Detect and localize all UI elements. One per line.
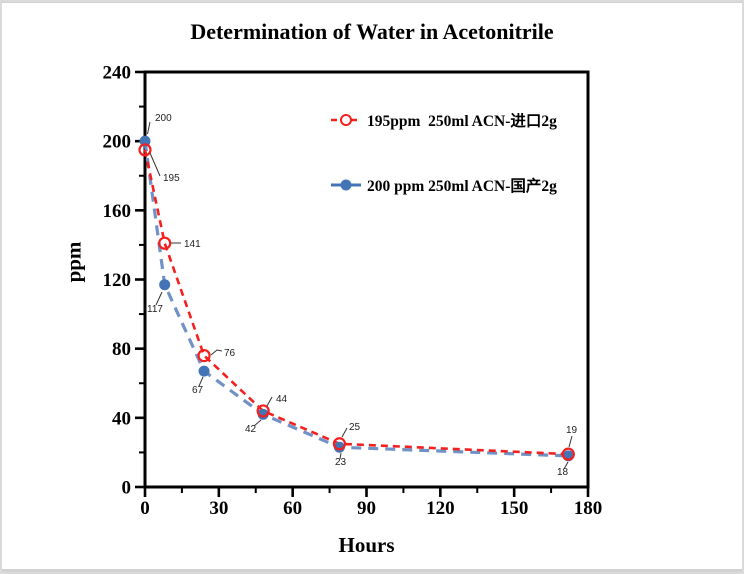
x-axis-tick-label: 0	[140, 498, 150, 519]
point-label-leader-line	[147, 121, 151, 135]
series-line-1	[143, 140, 569, 458]
legend-item-domestic: 200 ppm 250ml ACN-国产2g	[330, 174, 557, 196]
point-label-leader-line	[253, 419, 262, 427]
point-value-label: 44	[276, 394, 288, 405]
point-label-leader-line	[568, 435, 573, 448]
point-label-leader-line	[198, 376, 204, 387]
legend-item-imported: 195ppm 250ml ACN-进口2g	[330, 109, 557, 131]
data-point-marker-series-1	[333, 441, 345, 453]
data-point-marker-series-1	[257, 408, 269, 420]
point-value-label: 42	[245, 424, 257, 435]
plot-frame	[143, 70, 590, 489]
y-axis-title: ppm	[61, 241, 86, 283]
y-axis-tick-label: 160	[103, 201, 132, 222]
y-axis-tick-label: 40	[112, 408, 131, 429]
point-label-leader-line	[341, 427, 348, 438]
y-axis-tick-label: 200	[103, 132, 132, 153]
point-label-leader-line	[563, 461, 569, 470]
point-label-leader-line	[149, 152, 161, 177]
x-axis-title: Hours	[338, 533, 395, 557]
point-value-label: 67	[192, 385, 204, 396]
point-value-label: 19	[566, 425, 578, 436]
x-axis-tick-label: 60	[283, 498, 302, 519]
x-axis-tick-label: 120	[426, 498, 455, 519]
point-label-leader-line	[155, 291, 163, 306]
x-axis-tick-label: 180	[574, 498, 603, 519]
point-value-label: 18	[557, 467, 569, 478]
point-value-label: 25	[349, 422, 361, 433]
legend-marker-filled-circle-icon	[331, 179, 361, 191]
point-label-leader-line	[266, 396, 273, 407]
chart-title: Determination of Water in Acetonitrile	[190, 19, 554, 44]
data-point-marker-series-0	[561, 447, 575, 461]
data-point-marker-series-0	[158, 236, 172, 250]
data-point-marker-series-1	[159, 279, 171, 291]
y-axis-tick-label: 240	[103, 63, 132, 84]
data-point-marker-series-0	[256, 404, 270, 418]
data-point-marker-series-1	[198, 365, 210, 377]
x-axis-tick-label: 150	[500, 498, 529, 519]
x-axis-tick-label: 90	[357, 498, 376, 519]
point-value-label: 141	[184, 239, 201, 250]
y-axis-tick-label: 120	[103, 270, 132, 291]
point-value-label: 195	[163, 173, 180, 184]
legend-label-domestic: 200 ppm 250ml ACN-国产2g	[367, 178, 557, 195]
data-point-marker-series-0	[197, 348, 211, 363]
point-value-label: 23	[335, 457, 347, 468]
series-line-0	[143, 149, 569, 456]
point-value-label: 117	[147, 304, 163, 315]
point-value-label: 76	[224, 348, 236, 359]
legend-label-imported: 195ppm 250ml ACN-进口2g	[367, 113, 557, 130]
y-axis-tick-label: 80	[112, 339, 131, 360]
point-label-leader-line	[339, 452, 342, 460]
y-axis-tick-label: 0	[122, 478, 132, 499]
point-label-leader-line	[210, 349, 223, 356]
point-value-label: 200	[155, 113, 172, 124]
x-axis-tick-label: 30	[209, 498, 228, 519]
legend-marker-open-circle-icon	[331, 114, 361, 126]
data-point-marker-series-0	[332, 437, 347, 451]
data-point-marker-series-0	[138, 143, 152, 157]
